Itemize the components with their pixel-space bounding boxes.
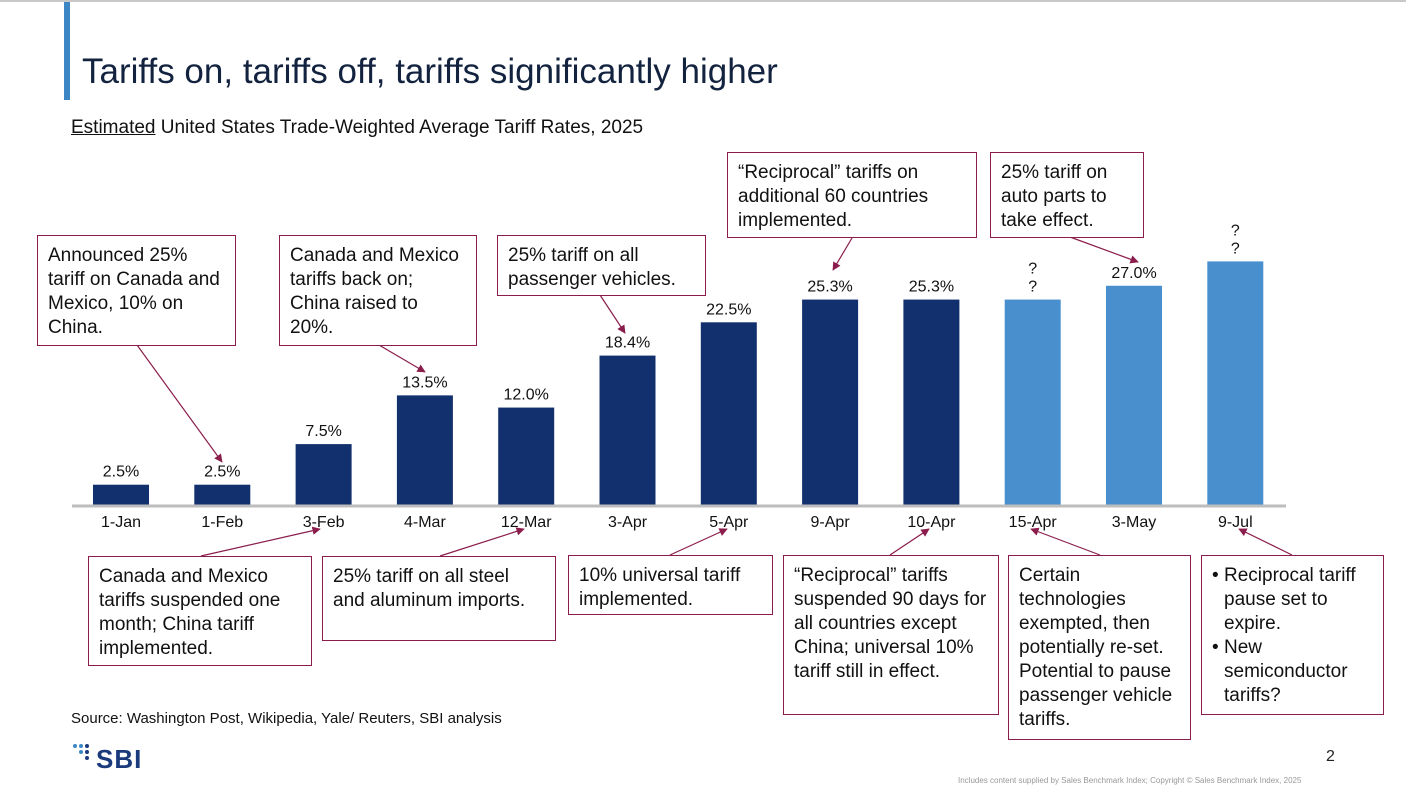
callout-bullet-pause: Reciprocal tariff pause set to expire.: [1212, 564, 1373, 636]
data-label-4-mar: 13.5%: [402, 374, 447, 391]
callout-suspended-one-month: Canada and Mexico tariffs suspended one …: [88, 556, 312, 666]
callout-reciprocal-suspended: “Reciprocal” tariffs suspended 90 days f…: [783, 555, 999, 715]
data-label-9-jul-1: ?: [1231, 222, 1240, 239]
tick-label-9-jul: 9-Jul: [1218, 514, 1253, 531]
data-label-9-jul-2: ?: [1231, 240, 1240, 257]
tick-label-10-apr: 10-Apr: [907, 514, 956, 531]
connector-1feb: [136, 344, 223, 463]
callout-steel-aluminum: 25% tariff on all steel and aluminum imp…: [322, 556, 556, 641]
callout-bullet-list: Reciprocal tariff pause set to expire. N…: [1212, 564, 1373, 708]
subtitle-emphasis: Estimated: [71, 117, 156, 138]
page-number: 2: [1326, 748, 1335, 765]
tick-label-3-apr: 3-Apr: [608, 514, 648, 531]
top-border: [0, 0, 1406, 2]
data-label-15-apr-2: ?: [1028, 279, 1037, 296]
callout-announced-25pct: Announced 25% tariff on Canada and Mexic…: [37, 235, 236, 346]
callout-pause-expire: Reciprocal tariff pause set to expire. N…: [1201, 555, 1384, 715]
logo-dots-icon: [73, 744, 89, 760]
sbi-logo: SBI: [72, 740, 152, 774]
data-label-3-apr: 18.4%: [605, 335, 650, 352]
logo-text: SBI: [96, 744, 143, 774]
connector-15apr: [1030, 527, 1101, 556]
connector-3may: [1069, 236, 1139, 264]
callout-bullet-semiconductor: New semiconductor tariffs?: [1212, 636, 1373, 708]
callout-technologies-exempted: Certain technologies exempted, then pote…: [1008, 555, 1191, 740]
bar-3-may: [1106, 285, 1162, 505]
data-label-3-feb: 7.5%: [305, 423, 341, 440]
bar-9-apr: [802, 299, 859, 505]
tick-label-4-mar: 4-Mar: [404, 514, 446, 531]
bar-1-jan: [93, 484, 149, 505]
connector-3feb: [200, 526, 321, 557]
page-title: Tariffs on, tariffs off, tariffs signifi…: [82, 52, 778, 91]
bar-1-feb: [194, 484, 251, 505]
tick-label-12-mar: 12-Mar: [501, 514, 552, 531]
bar-12-mar: [498, 407, 555, 505]
connector-3apr: [599, 294, 626, 334]
data-label-9-apr: 25.3%: [807, 279, 852, 296]
data-label-5-apr: 22.5%: [706, 301, 751, 318]
bar-10-apr: [903, 299, 960, 505]
data-label-10-apr: 25.3%: [909, 279, 954, 296]
bar-15-apr: [1004, 299, 1061, 505]
connector-9apr: [832, 237, 853, 271]
bar-3-apr: [599, 355, 656, 505]
tick-label-9-apr: 9-Apr: [811, 514, 851, 531]
tick-label-3-feb: 3-Feb: [303, 514, 345, 531]
subtitle-text: United States Trade-Weighted Average Tar…: [155, 117, 644, 138]
tick-label-5-apr: 5-Apr: [709, 514, 749, 531]
connector-12mar: [439, 527, 525, 557]
data-label-1-jan: 2.5%: [103, 464, 139, 481]
data-label-1-feb: 2.5%: [204, 464, 240, 481]
tick-label-1-jan: 1-Jan: [101, 514, 141, 531]
bar-3-feb: [295, 444, 352, 505]
tick-label-3-may: 3-May: [1112, 514, 1156, 531]
data-label-3-may: 27.0%: [1111, 265, 1156, 282]
connector-5apr: [669, 528, 728, 556]
title-accent-bar: [64, 2, 70, 100]
data-label-12-mar: 12.0%: [504, 387, 549, 404]
connector-9jul: [1238, 528, 1293, 556]
chart-subtitle: Estimated United States Trade-Weighted A…: [71, 117, 643, 139]
tick-label-15-apr: 15-Apr: [1009, 514, 1058, 531]
data-label-15-apr-1: ?: [1028, 261, 1037, 278]
bar-9-jul: [1207, 261, 1264, 505]
copyright-note: Includes content supplied by Sales Bench…: [958, 776, 1302, 785]
bar-4-mar: [396, 395, 453, 505]
tick-label-1-feb: 1-Feb: [201, 514, 243, 531]
source-note: Source: Washington Post, Wikipedia, Yale…: [71, 710, 502, 727]
connector-10apr: [889, 528, 930, 556]
callout-auto-parts: 25% tariff on auto parts to take effect.: [990, 152, 1144, 238]
bar-5-apr: [700, 322, 757, 505]
callout-tariffs-back-on: Canada and Mexico tariffs back on; China…: [279, 235, 477, 346]
callout-passenger-vehicles: 25% tariff on all passenger vehicles.: [497, 235, 706, 296]
callout-universal-tariff: 10% universal tariff implemented.: [568, 555, 773, 615]
connector-4mar: [378, 344, 426, 373]
callout-reciprocal-implemented: “Reciprocal” tariffs on additional 60 co…: [727, 152, 977, 238]
